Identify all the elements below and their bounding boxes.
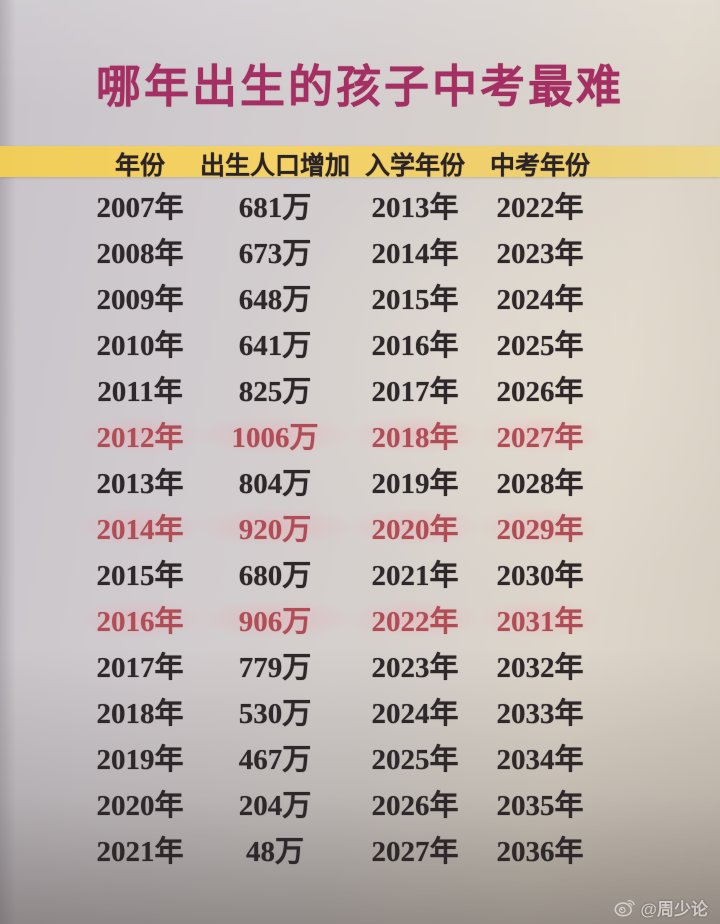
enroll-year-cell: 2022年 [350,598,480,640]
enroll-year-cell: 2018年 [350,414,480,456]
population-increase-cell: 467万 [238,744,312,776]
enroll-year-cell: 2024年 [371,698,459,730]
header-exam-year: 中考年份 [489,153,590,180]
population-increase-cell: 204万 [238,790,312,822]
population-increase-cell: 648万 [238,284,312,316]
population-increase-cell: 1006万 [200,414,350,456]
population-increase-cell: 680万 [238,560,312,592]
table-row: 2015年 680万 2021年 2030年 [80,550,600,596]
enroll-year-cell: 2014年 [371,238,459,270]
enroll-year-cell: 2016年 [371,330,459,362]
table-row: 2016年 906万 2022年 2031年 [80,596,600,642]
enroll-year-cell: 2025年 [371,744,459,776]
table-row: 2020年 204万 2026年 2035年 [80,780,600,826]
birth-year-cell: 2016年 [80,598,200,640]
table-row: 2014年 920万 2020年 2029年 [80,504,600,550]
birth-year-cell: 2019年 [96,744,184,776]
exam-year-cell: 2031年 [480,598,600,640]
birth-year-cell: 2021年 [96,836,184,868]
table-row: 2017年 779万 2023年 2032年 [80,642,600,688]
enroll-year-cell: 2020年 [350,506,480,548]
enroll-year-cell: 2026年 [371,790,459,822]
population-increase-cell: 530万 [238,698,312,730]
table-row: 2009年 648万 2015年 2024年 [80,274,600,320]
exam-year-cell: 2025年 [496,330,584,362]
population-increase-cell: 779万 [238,652,312,684]
table-row: 2021年 48万 2027年 2036年 [80,826,600,872]
exam-year-cell: 2029年 [480,506,600,548]
population-increase-cell: 48万 [245,836,304,868]
birth-year-cell: 2014年 [80,506,200,548]
enroll-year-cell: 2017年 [371,376,459,408]
population-increase-cell: 804万 [238,468,312,500]
table-header-row: 年份 出生人口增加 入学年份 中考年份 [80,146,600,180]
birth-year-cell: 2011年 [97,376,183,408]
enroll-year-cell: 2023年 [371,652,459,684]
exam-year-cell: 2028年 [496,468,584,500]
birth-year-cell: 2020年 [96,790,184,822]
population-increase-cell: 920万 [200,506,350,548]
exam-year-cell: 2034年 [496,744,584,776]
exam-year-cell: 2022年 [496,192,584,224]
table-header-band: 年份 出生人口增加 入学年份 中考年份 [0,146,720,180]
birth-year-cell: 2009年 [96,284,184,316]
birth-year-cell: 2013年 [96,468,184,500]
enroll-year-cell: 2015年 [371,284,459,316]
weibo-icon [614,899,636,916]
enroll-year-cell: 2019年 [371,468,459,500]
population-increase-cell: 906万 [200,598,350,640]
birth-year-cell: 2007年 [96,192,184,224]
table-row: 2010年 641万 2016年 2025年 [80,320,600,366]
birth-year-cell: 2008年 [96,238,184,270]
birth-year-cell: 2018年 [96,698,184,730]
header-birth-year: 年份 [114,153,165,180]
population-increase-cell: 825万 [238,376,312,408]
table-row: 2007年 681万 2013年 2022年 [80,182,600,228]
table-row: 2013年 804万 2019年 2028年 [80,458,600,504]
page-title: 哪年出生的孩子中考最难 [95,62,624,112]
table-body: 2007年 681万 2013年 2022年 2008年 673万 2014年 … [80,182,600,872]
exam-year-cell: 2036年 [496,836,584,868]
table-row: 2018年 530万 2024年 2033年 [80,688,600,734]
population-increase-cell: 641万 [238,330,312,362]
exam-year-cell: 2027年 [480,414,600,456]
exam-year-cell: 2035年 [496,790,584,822]
table-row: 2019年 467万 2025年 2034年 [80,734,600,780]
watermark-text: @周少论 [640,900,708,919]
header-population-increase: 出生人口增加 [200,153,351,180]
watermark: @周少论 [614,895,708,920]
enroll-year-cell: 2013年 [371,192,459,224]
birth-year-cell: 2015年 [96,560,184,592]
table-row: 2008年 673万 2014年 2023年 [80,228,600,274]
birth-year-cell: 2017年 [96,652,184,684]
enroll-year-cell: 2021年 [371,560,459,592]
population-increase-cell: 681万 [238,192,312,224]
table-row: 2011年 825万 2017年 2026年 [80,366,600,412]
birth-year-cell: 2010年 [96,330,184,362]
enroll-year-cell: 2027年 [371,836,459,868]
exam-year-cell: 2026年 [496,376,584,408]
birth-year-cell: 2012年 [80,414,200,456]
header-enroll-year: 入学年份 [364,153,465,180]
exam-year-cell: 2024年 [496,284,584,316]
exam-year-cell: 2023年 [496,238,584,270]
exam-year-cell: 2033年 [496,698,584,730]
table-row: 2012年 1006万 2018年 2027年 [80,412,600,458]
exam-year-cell: 2030年 [496,560,584,592]
exam-year-cell: 2032年 [496,652,584,684]
population-increase-cell: 673万 [238,238,312,270]
